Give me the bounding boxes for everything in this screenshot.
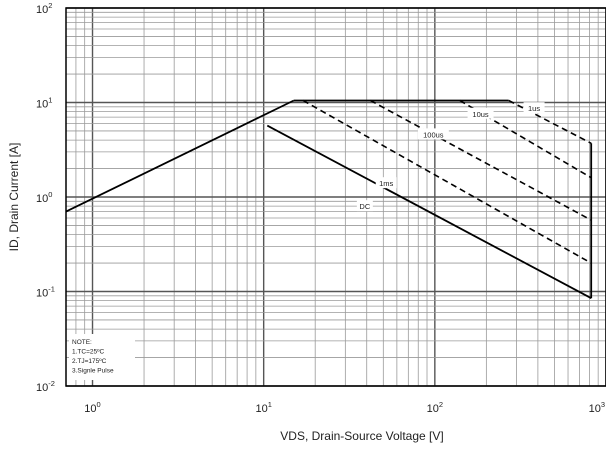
curve-label: DC (359, 202, 370, 211)
curve-label-bg (523, 102, 545, 114)
curve-label: 100us (423, 130, 444, 139)
y-tick-label: 10-1 (36, 285, 55, 300)
y-tick-label: 101 (36, 96, 52, 111)
curve-labels: 1us 10us 100us 1ms DC (356, 102, 545, 212)
x-tick-label: 100 (84, 400, 100, 415)
x-tick-label: 101 (255, 400, 271, 415)
note-box: NOTE: 1.TC=25ºC 2.TJ=175ºC 3.Signle Pulse (69, 334, 135, 380)
curve-label-bg (467, 107, 494, 119)
y-tick-label: 102 (36, 1, 52, 16)
note-line: 2.TJ=175ºC (72, 358, 107, 365)
curve-label: 1us (528, 104, 540, 113)
curve-label: 1ms (379, 179, 393, 188)
series-operation-limited-by-rds-on (65, 99, 295, 213)
series-1us (508, 99, 592, 145)
series-100us (370, 99, 592, 221)
series-1ms (302, 99, 592, 264)
curve-label: 10us (472, 110, 489, 119)
x-tick-label: 103 (589, 400, 605, 415)
curve-label-bg (356, 200, 373, 212)
note-line: 3.Signle Pulse (72, 368, 114, 375)
curve-label-bg (417, 128, 449, 140)
grid (65, 7, 606, 387)
curve-label-bg (375, 177, 397, 189)
series-layer (65, 99, 593, 299)
note-box-bg (69, 334, 135, 380)
y-tick-label: 10-2 (36, 379, 55, 394)
series-dc (266, 124, 592, 299)
note-line: NOTE: (72, 339, 92, 346)
plot-frame (65, 7, 606, 387)
note-line: 1.TC=25ºC (72, 349, 104, 356)
y-axis-title: ID, Drain Current [A] (7, 143, 21, 252)
x-tick-label: 102 (427, 400, 443, 415)
tick-labels: 100 101 102 103 102 101 100 10-1 10-2 (36, 1, 605, 415)
y-tick-label: 100 (36, 190, 52, 205)
x-axis-title: VDS, Drain-Source Voltage [V] (280, 429, 443, 443)
